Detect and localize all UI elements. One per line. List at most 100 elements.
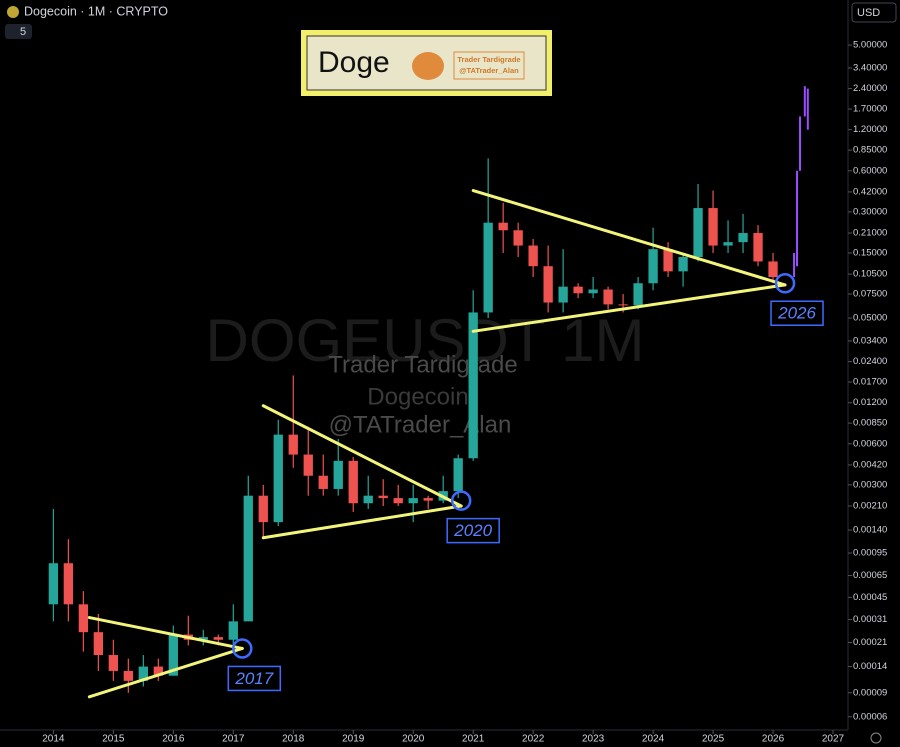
x-tick-label: 2020 xyxy=(402,734,425,745)
candle-body xyxy=(48,563,59,605)
y-tick-label: 0.00095 xyxy=(853,548,887,559)
y-tick-label: 0.02400 xyxy=(853,356,887,367)
y-tick-label: 0.60000 xyxy=(853,165,887,176)
y-tick-label: 0.00021 xyxy=(853,637,887,648)
trendline xyxy=(87,616,244,650)
marker-label-box xyxy=(770,300,824,326)
candle-body xyxy=(498,222,508,231)
y-tick-label: 0.21000 xyxy=(853,228,887,239)
y-tick-label: 0.00140 xyxy=(853,525,887,536)
y-tick-label: 0.00420 xyxy=(853,459,887,470)
x-tick-label: 2027 xyxy=(822,734,845,745)
marker-label: 2017 xyxy=(234,669,273,688)
marker-label-box xyxy=(446,517,500,544)
y-tick-label: 0.00045 xyxy=(853,592,887,603)
settings-icon[interactable] xyxy=(870,732,882,744)
x-tick-label: 2016 xyxy=(162,734,185,745)
candle-body xyxy=(603,289,613,305)
candle-body xyxy=(708,208,718,246)
currency-label: USD xyxy=(857,7,880,19)
y-tick-label: 0.00065 xyxy=(853,570,887,581)
indicator-toggle[interactable] xyxy=(5,24,32,39)
candle-body xyxy=(93,632,104,656)
currency-button[interactable] xyxy=(851,2,897,23)
trendline xyxy=(471,189,787,287)
coin-icon xyxy=(7,6,19,18)
x-tick-label: 2017 xyxy=(222,734,245,745)
indicator-count: 5 xyxy=(20,26,26,38)
trendline xyxy=(87,646,244,699)
candle-body xyxy=(723,242,733,246)
trendline xyxy=(261,404,463,508)
y-tick-label: 0.00014 xyxy=(853,661,887,672)
candle-body xyxy=(513,230,523,246)
logo-author: Trader Tardigrade xyxy=(457,55,520,64)
candle-body xyxy=(543,266,553,303)
candle-body xyxy=(423,498,433,501)
candle-body xyxy=(108,655,118,671)
trendline xyxy=(471,283,787,333)
logo-tag xyxy=(453,51,525,80)
logo-title: Doge xyxy=(318,46,390,79)
candle-body xyxy=(318,475,328,489)
y-tick-label: 0.00210 xyxy=(853,501,887,512)
x-tick-label: 2019 xyxy=(342,734,365,745)
logo-handle: @TATrader_Alan xyxy=(459,66,519,75)
candle-body xyxy=(588,289,598,294)
candle-body xyxy=(258,495,268,523)
x-tick-label: 2022 xyxy=(522,734,545,745)
x-tick-label: 2026 xyxy=(762,734,785,745)
y-tick-label: 0.01200 xyxy=(853,397,887,408)
candle-body xyxy=(483,222,493,313)
candle-body xyxy=(393,498,403,504)
x-tick-label: 2023 xyxy=(582,734,605,745)
candle-body xyxy=(78,604,89,633)
y-tick-label: 0.00031 xyxy=(853,614,887,625)
y-tick-label: 2.40000 xyxy=(853,83,887,94)
candle-body xyxy=(408,498,418,504)
y-tick-label: 0.85000 xyxy=(853,145,887,156)
candle-body xyxy=(123,670,133,681)
x-tick-label: 2025 xyxy=(702,734,725,745)
x-tick-label: 2018 xyxy=(282,734,305,745)
x-tick-label: 2021 xyxy=(462,734,485,745)
candle-body xyxy=(348,460,358,504)
y-tick-label: 0.00850 xyxy=(853,418,887,429)
candle-body xyxy=(243,495,253,622)
marker-circle xyxy=(774,272,796,294)
marker-circle xyxy=(450,490,472,511)
candle-body xyxy=(768,261,778,278)
watermark-name: Dogecoin xyxy=(367,383,468,410)
x-tick-label: 2024 xyxy=(642,734,665,745)
chart-title: Dogecoin · 1M · CRYPTO xyxy=(24,4,168,18)
marker-label: 2020 xyxy=(453,521,492,540)
candle-body xyxy=(138,666,148,681)
candle-body xyxy=(558,286,568,303)
trendline xyxy=(261,504,463,540)
candle-body xyxy=(618,304,628,306)
candle-body xyxy=(228,621,238,640)
y-tick-label: 0.03400 xyxy=(853,335,887,346)
y-tick-label: 0.42000 xyxy=(853,186,887,197)
candle-body xyxy=(168,634,178,676)
candle-body xyxy=(453,458,463,492)
y-tick-label: 0.00300 xyxy=(853,479,887,490)
candle-body xyxy=(333,460,343,489)
y-tick-label: 1.20000 xyxy=(853,124,887,135)
candle-body xyxy=(693,208,703,258)
candle-body xyxy=(273,434,283,523)
y-tick-label: 0.15000 xyxy=(853,247,887,258)
y-tick-label: 3.40000 xyxy=(853,62,887,73)
candle-body xyxy=(378,495,388,499)
marker-circle xyxy=(232,638,253,659)
candle-body xyxy=(288,434,298,455)
logo-icon xyxy=(412,52,444,80)
y-tick-label: 0.07500 xyxy=(853,289,887,300)
candle-body xyxy=(738,233,748,243)
candle-body xyxy=(63,563,74,605)
candle-body xyxy=(648,249,658,284)
candle-body xyxy=(678,257,688,272)
watermark-author: Trader Tardigrade xyxy=(328,351,517,378)
